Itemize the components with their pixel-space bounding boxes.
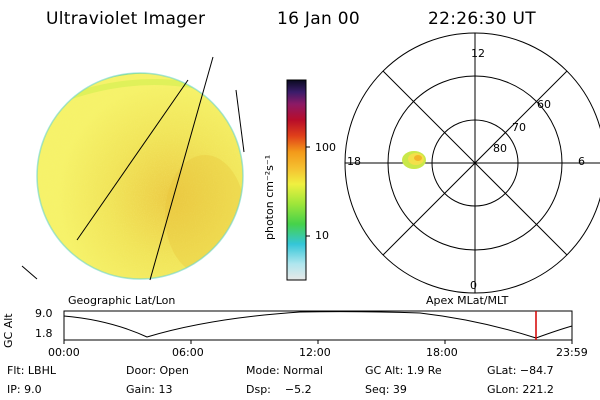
geographic-disk-image: [36, 72, 244, 280]
instrument-title: Ultraviolet Imager: [46, 9, 206, 29]
info-gain: Gain: 13: [126, 383, 173, 396]
orbit-xtick-2359: 23:59: [556, 346, 588, 359]
orbit-xtick-0600: 06:00: [172, 346, 204, 359]
colorbar-tick-100: 100: [315, 141, 336, 154]
mlt-label-12: 12: [471, 47, 485, 60]
auroral-emission-patch: [402, 151, 426, 169]
polar-plot: [344, 32, 600, 294]
info-gc-alt: GC Alt: 1.9 Re: [365, 364, 442, 377]
polar-panel-caption: Apex MLat/MLT: [426, 294, 509, 307]
orbit-xtick-0000: 00:00: [48, 346, 80, 359]
orbit-ylabel: GC Alt: [2, 313, 15, 348]
orbit-ytick-bottom: 1.8: [35, 327, 53, 340]
geo-grid-lines: [21, 56, 245, 281]
mlt-label-6: 6: [578, 155, 585, 168]
mlat-label-80: 80: [493, 142, 507, 155]
colorbar-unit-label: photon cm⁻²s⁻¹: [263, 154, 276, 240]
info-mode: Mode: Normal: [246, 364, 323, 377]
info-glat: GLat: −84.7: [487, 364, 554, 377]
colorbar-tick-10: 10: [315, 229, 329, 242]
info-seq: Seq: 39: [365, 383, 407, 396]
orbit-xtick-1200: 12:00: [299, 346, 331, 359]
orbit-xtick-1800: 18:00: [426, 346, 458, 359]
date-label: 16 Jan 00: [277, 9, 360, 29]
info-filter: Flt: LBHL: [7, 364, 56, 377]
geo-panel-caption: Geographic Lat/Lon: [68, 294, 176, 307]
orbit-ytick-top: 9.0: [35, 307, 53, 320]
orbit-altitude-curve: [63, 311, 573, 339]
time-label: 22:26:30 UT: [428, 9, 536, 29]
orbit-plot: [63, 310, 573, 344]
info-dsp: Dsp: −5.2: [246, 383, 312, 396]
info-door: Door: Open: [126, 364, 189, 377]
mlat-label-70: 70: [512, 121, 526, 134]
colorbar: [286, 79, 310, 281]
mlat-label-60: 60: [537, 98, 551, 111]
info-ip: IP: 9.0: [7, 383, 42, 396]
mlt-label-18: 18: [347, 155, 361, 168]
mlt-label-0: 0: [470, 279, 477, 292]
info-glon: GLon: 221.2: [487, 383, 554, 396]
